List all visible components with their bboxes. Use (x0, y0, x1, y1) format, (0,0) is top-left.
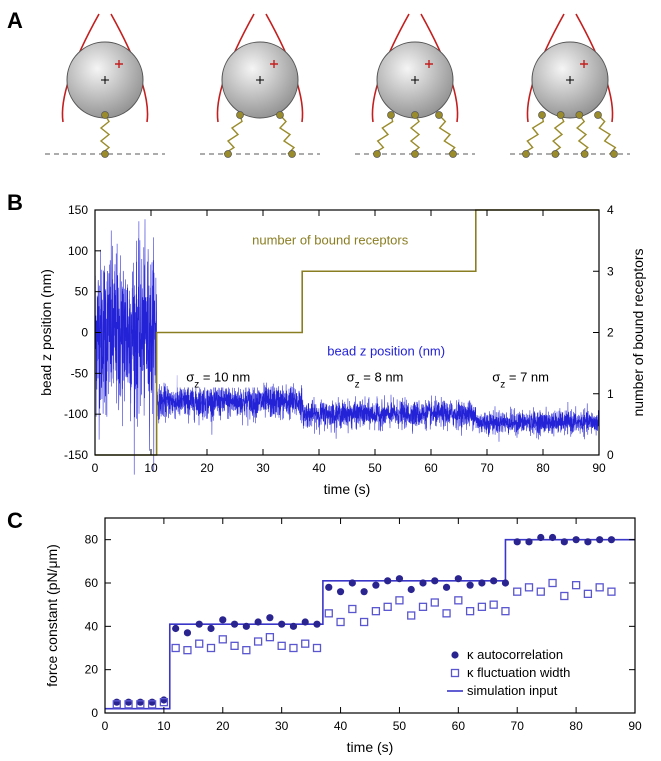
svg-text:60: 60 (452, 719, 466, 733)
svg-text:0: 0 (607, 448, 614, 462)
svg-text:20: 20 (200, 461, 214, 475)
svg-text:40: 40 (85, 619, 99, 633)
svg-text:0: 0 (91, 706, 98, 720)
svg-text:4: 4 (607, 203, 614, 217)
svg-text:0: 0 (81, 326, 88, 340)
svg-text:50: 50 (75, 285, 89, 299)
panel-c-svg: 0 10 20 30 40 50 60 70 80 90 0 20 40 60 80 time (s) forc… (35, 510, 655, 758)
panel-b-label: B (7, 190, 23, 216)
svg-text:0: 0 (92, 461, 99, 475)
svg-text:number of bound receptors: number of bound receptors (630, 248, 646, 416)
svg-text:20: 20 (216, 719, 230, 733)
svg-text:40: 40 (334, 719, 348, 733)
svg-text:simulation input: simulation input (467, 683, 558, 698)
panel-a-label: A (7, 8, 23, 34)
svg-text:bead z position (nm): bead z position (nm) (38, 269, 54, 396)
svg-text:50: 50 (393, 719, 407, 733)
svg-text:10: 10 (157, 719, 171, 733)
svg-text:150: 150 (68, 203, 88, 217)
svg-text:90: 90 (628, 719, 642, 733)
svg-text:time (s): time (s) (324, 481, 371, 497)
svg-text:60: 60 (85, 576, 99, 590)
svg-text:κ fluctuation width: κ fluctuation width (467, 665, 570, 680)
svg-text:70: 70 (480, 461, 494, 475)
svg-text:-50: -50 (71, 366, 89, 380)
svg-text:30: 30 (275, 719, 289, 733)
svg-text:90: 90 (592, 461, 606, 475)
panel-c-label: C (7, 508, 23, 534)
svg-text:number of bound receptors: number of bound receptors (252, 232, 409, 247)
svg-text:-100: -100 (64, 407, 88, 421)
svg-text:100: 100 (68, 244, 88, 258)
svg-text:time (s): time (s) (347, 739, 394, 755)
svg-text:70: 70 (511, 719, 525, 733)
svg-text:2: 2 (607, 326, 614, 340)
svg-text:10: 10 (144, 461, 158, 475)
svg-text:-150: -150 (64, 448, 88, 462)
svg-text:80: 80 (536, 461, 550, 475)
svg-text:3: 3 (607, 264, 614, 278)
svg-text:force constant (pN/μm): force constant (pN/μm) (44, 544, 60, 687)
svg-text:bead z position (nm): bead z position (nm) (327, 343, 445, 358)
svg-text:80: 80 (569, 719, 583, 733)
svg-text:0: 0 (102, 719, 109, 733)
svg-text:20: 20 (85, 663, 99, 677)
svg-text:30: 30 (256, 461, 270, 475)
svg-text:50: 50 (368, 461, 382, 475)
svg-text:40: 40 (312, 461, 326, 475)
svg-text:60: 60 (424, 461, 438, 475)
panel-a-svg (35, 8, 655, 183)
svg-text:κ autocorrelation: κ autocorrelation (467, 647, 563, 662)
svg-text:80: 80 (85, 533, 99, 547)
svg-text:1: 1 (607, 387, 614, 401)
panel-b-svg: 0 10 20 30 40 50 60 70 80 90 -150 -100 -50 0 50 100 150 0… (35, 200, 655, 500)
